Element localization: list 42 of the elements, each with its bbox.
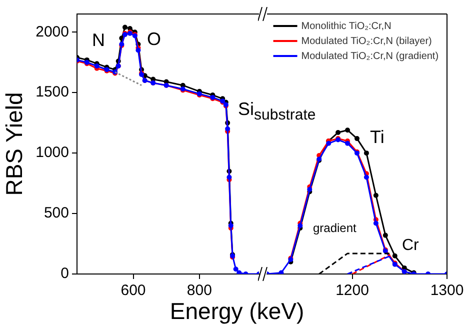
x-tick-label: 1200	[336, 282, 369, 300]
x-tick-label: 1300	[430, 282, 464, 300]
point	[336, 130, 341, 136]
point	[236, 270, 242, 274]
annotation: N	[92, 30, 105, 50]
point	[225, 126, 230, 132]
point	[382, 232, 388, 238]
legend-label: Monolithic TiO₂:Cr,N	[301, 20, 392, 32]
point	[278, 270, 284, 274]
y-tick-label: 0	[60, 265, 69, 282]
legend-label: Modulated TiO₂:Cr,N (gradient)	[301, 50, 439, 62]
point	[136, 48, 141, 53]
legend-label: Modulated TiO₂:Cr,N (bilayer)	[301, 36, 432, 47]
point	[354, 136, 360, 142]
point	[373, 192, 378, 198]
x-tick-label: 800	[186, 282, 212, 300]
annotation: Cr	[402, 237, 419, 254]
y-tick-label: 500	[44, 204, 69, 222]
point	[298, 223, 303, 228]
point	[307, 186, 312, 192]
annotation: O	[147, 29, 162, 49]
y-axis-title: RBS Yield	[1, 92, 28, 196]
annotation: Si$_{substrate}$	[238, 99, 316, 124]
point	[364, 174, 369, 180]
annotation: gradient	[313, 221, 356, 235]
y-tick-label: 2000	[36, 23, 69, 40]
point	[392, 253, 398, 258]
y-tick-label: 1500	[36, 84, 69, 101]
point	[373, 220, 378, 226]
point	[226, 174, 232, 180]
point	[364, 150, 369, 156]
point	[94, 64, 100, 68]
point	[345, 128, 350, 133]
point	[345, 140, 350, 146]
x-axis-title: Energy (keV)	[168, 298, 306, 325]
annotation: Ti	[370, 127, 384, 147]
point	[122, 24, 128, 30]
point	[326, 140, 332, 146]
point	[228, 223, 234, 228]
point	[233, 266, 238, 272]
x-tick-label: 600	[120, 282, 146, 300]
y-tick-label: 1000	[36, 144, 69, 162]
